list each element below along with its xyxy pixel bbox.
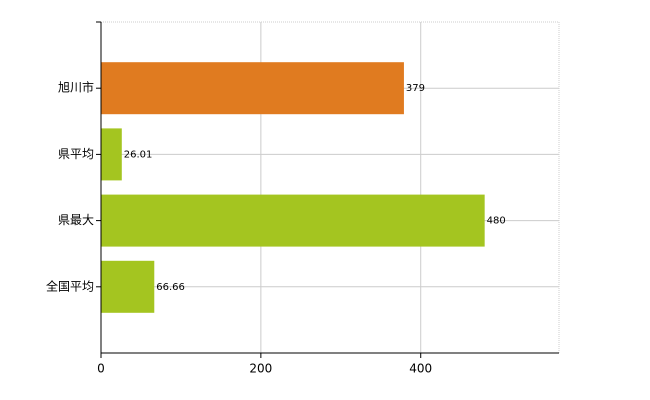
x-tick-label: 0 xyxy=(97,362,105,376)
y-tick-label: 県最大 xyxy=(58,213,94,227)
bar xyxy=(101,194,485,247)
bar xyxy=(101,260,155,313)
value-label: 66.66 xyxy=(156,282,185,293)
value-label: 379 xyxy=(406,83,425,94)
value-label: 480 xyxy=(487,216,506,227)
bar xyxy=(101,62,404,115)
value-label: 26.01 xyxy=(124,149,153,160)
y-tick-label: 全国平均 xyxy=(46,278,94,293)
x-tick-label: 400 xyxy=(409,362,432,376)
y-tick-label: 県平均 xyxy=(58,147,94,161)
bar xyxy=(101,128,122,181)
y-tick-label: 旭川市 xyxy=(58,80,94,95)
x-tick-label: 200 xyxy=(249,362,272,376)
